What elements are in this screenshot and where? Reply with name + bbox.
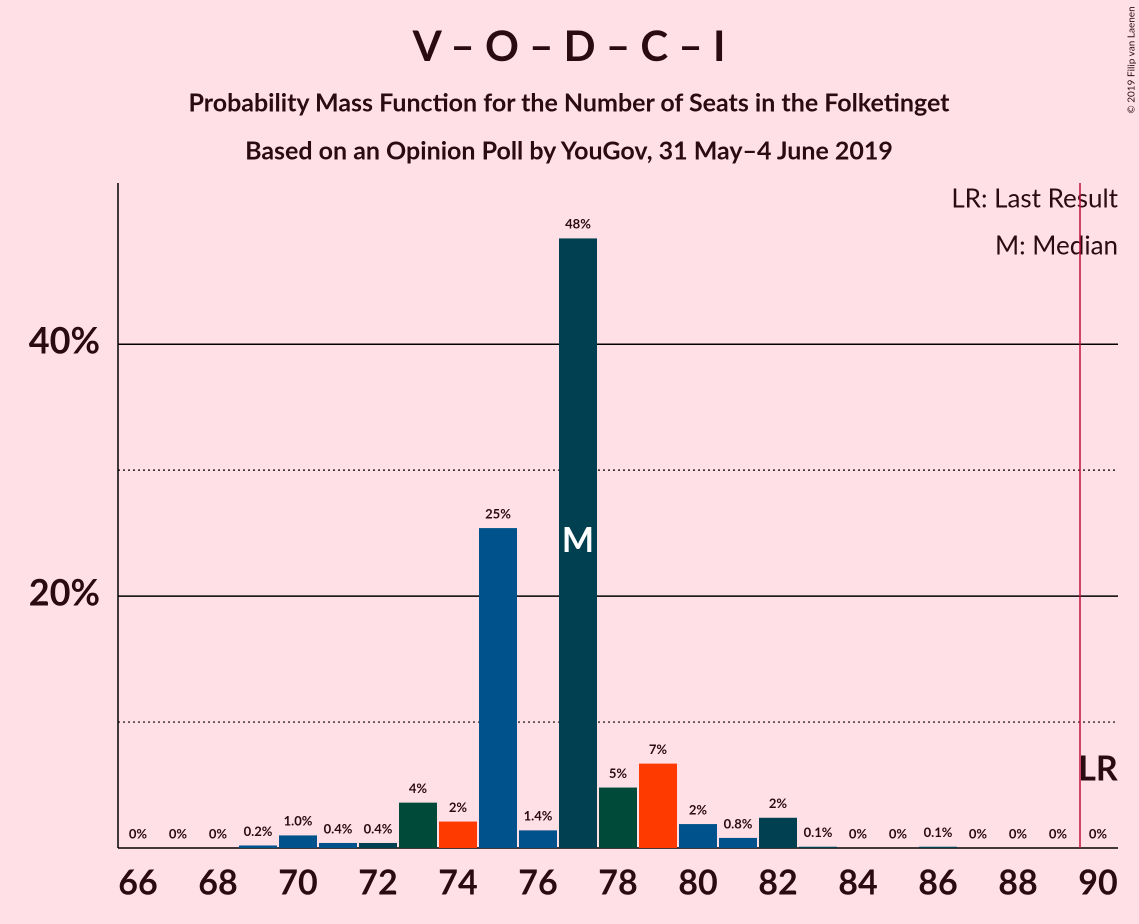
bar xyxy=(679,824,717,848)
x-tick-label: 68 xyxy=(198,862,237,903)
chart-subtitle: Probability Mass Function for the Number… xyxy=(189,87,951,117)
data-label: 0.2% xyxy=(244,823,273,839)
legend-entry: LR: Last Result xyxy=(951,182,1118,214)
data-label: 0.4% xyxy=(324,820,353,836)
x-tick-label: 66 xyxy=(118,862,157,903)
data-label: 0.1% xyxy=(924,824,953,840)
data-label: 0.1% xyxy=(804,824,833,840)
data-label: 2% xyxy=(449,799,468,815)
data-label: 0% xyxy=(1009,825,1028,841)
chart-title: V – O – D – C – I xyxy=(412,20,726,70)
bar xyxy=(479,528,517,848)
data-label: 1.4% xyxy=(524,808,553,824)
last-result-label: LR xyxy=(1078,748,1118,789)
data-label: 0% xyxy=(969,825,988,841)
bar xyxy=(359,842,397,848)
chart-subtitle: Based on an Opinion Poll by YouGov, 31 M… xyxy=(245,135,893,165)
data-label: 5% xyxy=(609,765,628,781)
data-label: 4% xyxy=(409,780,428,796)
copyright: © 2019 Filip van Laenen xyxy=(1126,6,1138,113)
data-label: 0% xyxy=(129,825,148,841)
bar xyxy=(519,830,557,848)
x-tick-label: 76 xyxy=(518,862,557,903)
data-label: 0.4% xyxy=(364,820,393,836)
legend-entry: M: Median xyxy=(995,229,1118,261)
data-label: 0% xyxy=(169,825,188,841)
data-label: 0% xyxy=(1049,825,1068,841)
bar xyxy=(319,842,357,848)
bar xyxy=(439,821,477,848)
median-marker: M xyxy=(562,519,594,560)
bar xyxy=(639,763,677,848)
bar xyxy=(759,817,797,848)
data-label: 7% xyxy=(649,741,668,757)
bar xyxy=(239,845,277,848)
x-tick-label: 74 xyxy=(438,862,477,903)
x-tick-label: 90 xyxy=(1078,862,1117,903)
x-tick-label: 86 xyxy=(918,862,957,903)
y-tick-label: 20% xyxy=(29,569,100,613)
data-label: 0% xyxy=(849,825,868,841)
x-tick-label: 84 xyxy=(838,862,877,903)
x-tick-label: 78 xyxy=(598,862,637,903)
x-tick-label: 80 xyxy=(678,862,717,903)
data-label: 2% xyxy=(769,795,788,811)
bar xyxy=(919,846,957,848)
data-label: 0.8% xyxy=(724,815,753,831)
data-label: 0% xyxy=(889,825,908,841)
data-label: 2% xyxy=(689,801,708,817)
bar xyxy=(719,837,757,848)
bar xyxy=(399,802,437,848)
data-label: 0% xyxy=(209,825,228,841)
x-tick-label: 82 xyxy=(758,862,797,903)
data-label: 0% xyxy=(1089,825,1108,841)
x-tick-label: 70 xyxy=(278,862,317,903)
x-tick-label: 72 xyxy=(358,862,397,903)
y-tick-label: 40% xyxy=(29,317,100,361)
data-label: 48% xyxy=(565,216,591,232)
bar xyxy=(559,238,597,848)
bar xyxy=(599,787,637,848)
bar xyxy=(799,846,837,848)
bar xyxy=(279,835,317,848)
data-label: 1.0% xyxy=(284,813,313,829)
x-tick-label: 88 xyxy=(998,862,1037,903)
data-label: 25% xyxy=(485,505,511,521)
